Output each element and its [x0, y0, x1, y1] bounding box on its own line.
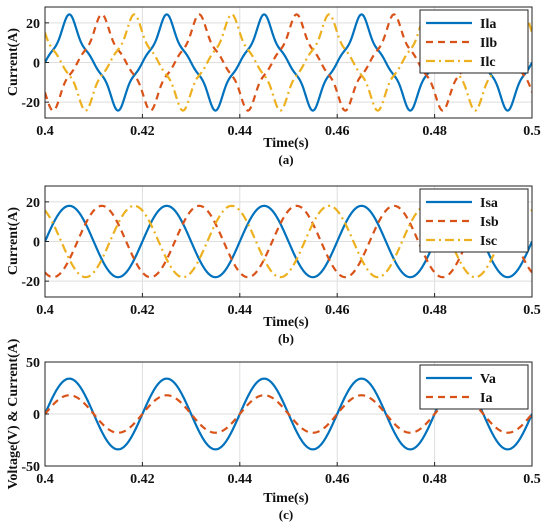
series-line-a-ilc — [45, 13, 532, 112]
x-tick-label-a-5: 0.5 — [523, 124, 541, 139]
x-tick-label-a-0: 0.4 — [36, 124, 54, 139]
x-tick-label-b-5: 0.5 — [523, 303, 541, 318]
y-tick-label-b-0: -20 — [21, 275, 40, 290]
y-tick-label-b-1: 0 — [33, 236, 40, 251]
series-line-a-ilb — [45, 13, 532, 112]
caption-b: (b) — [278, 331, 294, 346]
xlabel-b: Time(s) — [263, 315, 309, 330]
legend-label-c-ia: Ia — [480, 391, 492, 406]
legend-label-b-isb: Isb — [480, 215, 499, 230]
panel-a: Current(A) Time(s) (a) 0.4 0.42 0.44 0.46 0.… — [6, 6, 541, 167]
x-tick-label-c-4: 0.48 — [422, 472, 447, 487]
series-line-b-isc — [45, 204, 532, 279]
x-tick-label-b-0: 0.4 — [36, 303, 54, 318]
ylabel-a: Current(A) — [6, 28, 21, 97]
y-tick-label-c-0: -50 — [21, 460, 40, 475]
x-tick-label-c-3: 0.46 — [325, 472, 350, 487]
panel-b: Current(A) Time(s) (b) 0.4 0.42 0.44 0.46 0.… — [6, 185, 541, 346]
x-tick-label-b-3: 0.46 — [325, 303, 350, 318]
panel-c: Voltage(V) & Current(A) Time(s) (c) 0.4 0… — [6, 338, 541, 522]
series-line-b-isb — [45, 204, 532, 279]
x-tick-label-a-2: 0.44 — [228, 124, 253, 139]
legend-label-b-isc: Isc — [480, 234, 497, 249]
legend-label-a-ila: Ila — [480, 17, 496, 32]
y-tick-label-c-1: 0 — [33, 408, 40, 423]
x-tick-label-c-1: 0.42 — [130, 472, 155, 487]
legend-label-c-va: Va — [480, 372, 496, 387]
ylabel-b: Current(A) — [6, 207, 21, 276]
legend-label-a-ilb: Ilb — [480, 36, 497, 51]
x-tick-label-a-3: 0.46 — [325, 124, 350, 139]
x-tick-label-c-2: 0.44 — [228, 472, 253, 487]
xlabel-a: Time(s) — [263, 136, 309, 151]
x-tick-label-b-2: 0.44 — [228, 303, 253, 318]
xlabel-c: Time(s) — [263, 491, 309, 506]
legend-c — [419, 364, 529, 410]
caption-c: (c) — [279, 507, 293, 522]
legend-label-a-ilc: Ilc — [480, 55, 496, 70]
legend-label-b-isa: Isa — [480, 196, 498, 211]
ylabel-c: Voltage(V) & Current(A) — [6, 338, 21, 489]
y-tick-label-a-1: 0 — [33, 57, 40, 72]
legend-b — [419, 188, 529, 253]
y-tick-label-a-0: -20 — [21, 96, 40, 111]
y-tick-label-c-2: 50 — [26, 356, 40, 371]
legend-a — [419, 9, 529, 74]
x-tick-label-a-1: 0.42 — [130, 124, 155, 139]
y-tick-label-a-2: 20 — [26, 17, 40, 32]
x-tick-label-b-1: 0.42 — [130, 303, 155, 318]
x-tick-label-c-0: 0.4 — [36, 472, 54, 487]
caption-a: (a) — [278, 152, 293, 167]
y-tick-label-b-2: 20 — [26, 196, 40, 211]
x-tick-label-b-4: 0.48 — [422, 303, 447, 318]
x-tick-label-c-5: 0.5 — [523, 472, 541, 487]
x-tick-label-a-4: 0.48 — [422, 124, 447, 139]
